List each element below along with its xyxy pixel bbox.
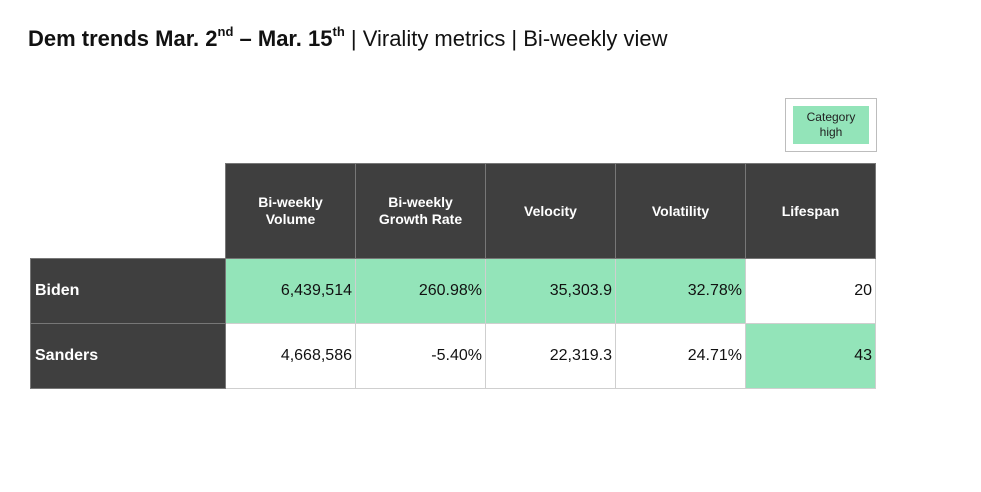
title-sup-th: th bbox=[332, 24, 345, 39]
table-cell: 43 bbox=[745, 323, 876, 389]
col-header-label: Lifespan bbox=[781, 202, 840, 219]
title-mid: – Mar. 15 bbox=[233, 26, 333, 51]
title-prefix: Dem trends Mar. 2 bbox=[28, 26, 218, 51]
corner-cell bbox=[30, 163, 226, 259]
metrics-table: Bi-weekly Volume Bi-weekly Growth Rate V… bbox=[30, 163, 876, 389]
row-header-sanders: Sanders bbox=[30, 323, 226, 389]
legend: Category high bbox=[785, 98, 877, 152]
title-sup-nd: nd bbox=[217, 24, 234, 39]
col-header-label: Bi-weekly Growth Rate bbox=[378, 194, 463, 227]
table-cell: 20 bbox=[745, 258, 876, 324]
table-cell: 260.98% bbox=[355, 258, 486, 324]
col-header-volatility: Volatility bbox=[615, 163, 746, 259]
table-cell: 35,303.9 bbox=[485, 258, 616, 324]
table-cell: 32.78% bbox=[615, 258, 746, 324]
table-cell: 22,319.3 bbox=[485, 323, 616, 389]
table-row: Sanders 4,668,586 -5.40% 22,319.3 24.71%… bbox=[30, 323, 876, 389]
table-cell: 24.71% bbox=[615, 323, 746, 389]
col-header-label: Volatility bbox=[651, 202, 710, 219]
table-row: Biden 6,439,514 260.98% 35,303.9 32.78% … bbox=[30, 258, 876, 324]
col-header-label: Velocity bbox=[524, 202, 577, 219]
col-header-lifespan: Lifespan bbox=[745, 163, 876, 259]
table-cell: -5.40% bbox=[355, 323, 486, 389]
col-header-volume: Bi-weekly Volume bbox=[225, 163, 356, 259]
header-row: Bi-weekly Volume Bi-weekly Growth Rate V… bbox=[30, 163, 876, 259]
table-cell: 4,668,586 bbox=[225, 323, 356, 389]
col-header-growth-rate: Bi-weekly Growth Rate bbox=[355, 163, 486, 259]
legend-category-high: Category high bbox=[793, 106, 869, 144]
chart-title: Dem trends Mar. 2nd – Mar. 15th | Virali… bbox=[28, 24, 668, 52]
title-rest: | Virality metrics | Bi-weekly view bbox=[344, 26, 668, 51]
row-header-biden: Biden bbox=[30, 258, 226, 324]
table-cell: 6,439,514 bbox=[225, 258, 356, 324]
col-header-velocity: Velocity bbox=[485, 163, 616, 259]
legend-label: Category high bbox=[806, 110, 856, 139]
col-header-label: Bi-weekly Volume bbox=[258, 194, 323, 227]
